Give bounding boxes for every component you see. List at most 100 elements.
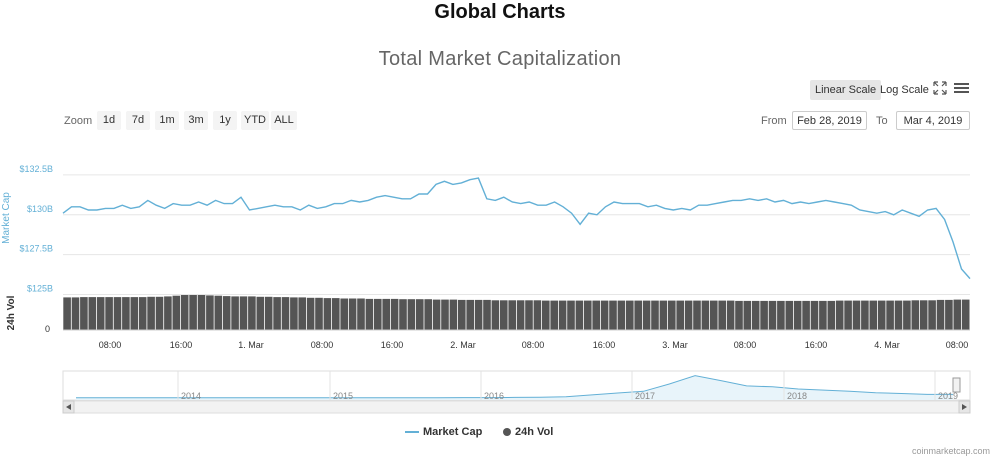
volume-bar [298,297,306,330]
volume-bar [432,299,441,330]
navigator-tick-label: 2019 [938,391,958,401]
volume-bar [264,296,273,331]
volume-bar [382,298,390,331]
x-tick-label: 16:00 [170,340,193,350]
volume-bar [357,298,365,330]
volume-bar [71,297,80,330]
volume-bar [416,299,424,330]
from-date-input[interactable]: Feb 28, 2019 [792,111,867,130]
legend-24h-vol[interactable]: 24h Vol [503,426,553,438]
zoom-1y-button[interactable]: 1y [213,111,237,130]
volume-bar [911,300,920,331]
x-tick-label: 16:00 [381,340,404,350]
volume-bar [567,300,575,330]
volume-bar [777,300,785,330]
volume-bar [474,299,483,330]
volume-bar [365,298,374,331]
volume-bar [533,300,542,331]
volume-bar [189,295,197,330]
volume-bar [122,297,130,330]
volume-bar [172,295,181,330]
volume-bar [852,300,861,330]
legend-vol-label: 24h Vol [515,426,554,438]
log-scale-button[interactable]: Log Scale [880,84,929,96]
volume-bar [928,300,936,331]
fullscreen-icon[interactable] [933,81,947,95]
volume-bar [155,296,164,331]
volume-bar [197,295,206,330]
volume-bar [483,299,491,330]
volume-bar [458,299,466,330]
zoom-7d-button[interactable]: 7d [126,111,150,130]
volume-bar [441,299,449,330]
volume-bar [793,300,802,330]
scroll-right-icon [962,404,967,410]
linear-scale-button[interactable]: Linear Scale [810,80,882,100]
volume-bar [810,300,819,330]
volume-bar [642,300,651,330]
to-date-input[interactable]: Mar 4, 2019 [896,111,970,130]
navigator-handle [952,377,961,393]
y-tick-label: $127.5B [19,244,53,254]
volume-bar [231,296,239,330]
volume-bar [306,297,315,330]
volume-bar [760,300,768,330]
volume-bar [105,297,113,330]
volume-bar [684,300,693,330]
volume-bar [374,298,382,331]
volume-bar [819,300,827,330]
zoom-1d-button[interactable]: 1d [97,111,121,130]
volume-bar [886,300,894,330]
volume-bar [953,299,962,330]
volume-bar [743,300,752,330]
volume-bar [735,300,743,330]
vol-axis-title: 24h Vol [6,295,17,330]
x-tick-label: 08:00 [522,340,545,350]
volume-bar [525,300,533,331]
volume-bar [584,300,592,330]
volume-bar [609,300,617,330]
volume-bar [600,300,609,330]
navigator-frame [62,370,971,401]
x-tick-label: 08:00 [734,340,757,350]
volume-bar [491,300,500,331]
page-title: Global Charts [434,1,566,23]
navigator-tick-label: 2018 [787,391,807,401]
x-tick-label: 4. Mar [874,340,900,350]
volume-bar [290,297,298,330]
volume-bar [558,300,567,330]
zoom-ytd-button[interactable]: YTD [241,111,269,130]
volume-bar [936,299,945,330]
chart-title: Total Market Capitalization [378,48,622,70]
volume-bar [634,300,642,330]
volume-bar [449,299,458,330]
zoom-1m-button[interactable]: 1m [155,111,179,130]
volume-bar [903,300,911,330]
x-tick-label: 1. Mar [238,340,264,350]
volume-bar [575,300,584,330]
volume-bar [894,300,903,330]
y-tick-label: $130B [27,204,53,214]
navigator-tick-label: 2015 [333,391,353,401]
market-cap-line [62,177,971,280]
legend-market-cap[interactable]: Market Cap [405,426,482,438]
menu-icon[interactable] [954,81,969,95]
x-tick-label: 16:00 [805,340,828,350]
volume-bar [718,300,726,330]
volume-bar [273,297,281,330]
volume-bar [206,295,214,330]
x-tick-label: 2. Mar [450,340,476,350]
volume-bar [214,295,223,330]
vol-zero-label: 0 [45,324,50,334]
volume-bar [751,300,760,330]
y-tick-label: $132.5B [19,164,53,174]
volume-bar [466,299,474,330]
navigator-tick-label: 2016 [484,391,504,401]
volume-bar [138,297,147,330]
legend-market-cap-label: Market Cap [423,426,483,438]
zoom-all-button[interactable]: ALL [271,111,297,130]
zoom-3m-button[interactable]: 3m [184,111,208,130]
credit-link[interactable]: coinmarketcap.com [911,446,990,456]
from-label: From [761,115,787,127]
